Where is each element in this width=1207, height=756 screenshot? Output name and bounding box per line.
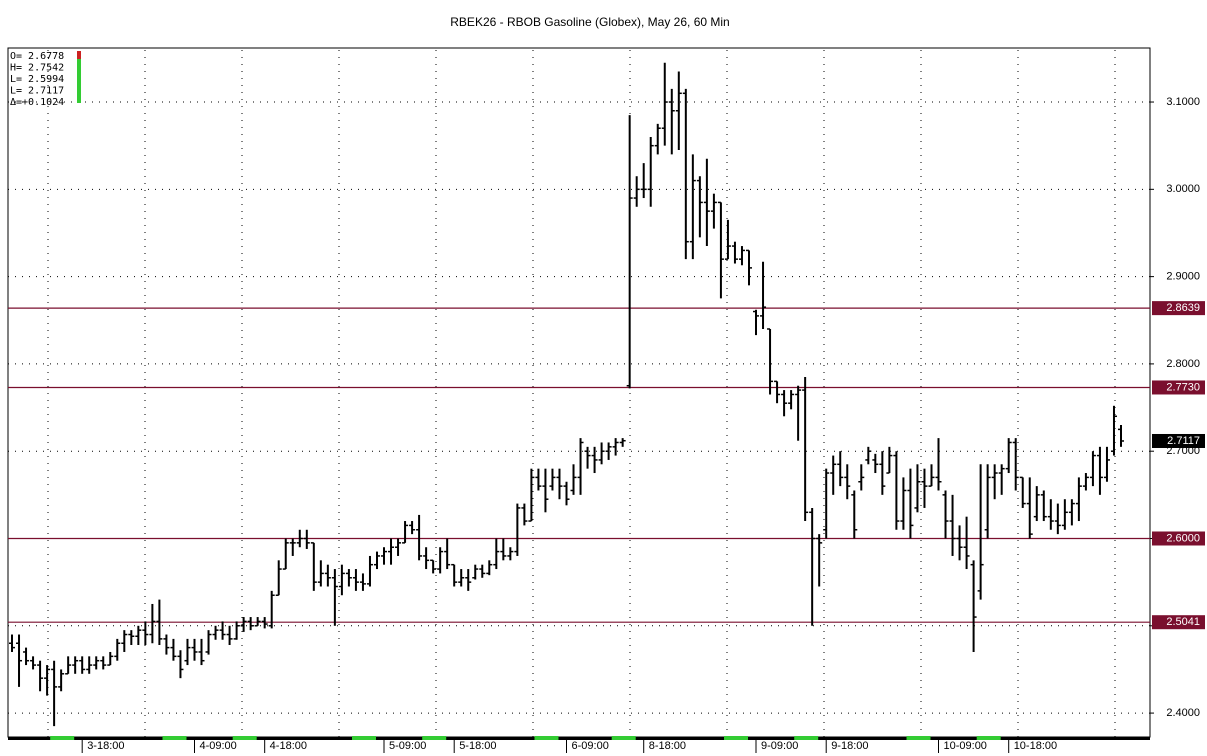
info-text: L= 2.7117 <box>10 86 64 97</box>
y-tick-label: 2.7000 <box>1166 445 1200 457</box>
level-box <box>1152 301 1205 316</box>
x-tick-label: 4-18:00 <box>270 740 307 752</box>
last-price-box <box>1152 433 1205 448</box>
level-box <box>1152 615 1205 630</box>
x-tick-label: 10-18:00 <box>1014 740 1057 752</box>
y-tick-label: 3.0000 <box>1166 183 1200 195</box>
session-mark <box>352 736 377 740</box>
session-mark <box>976 736 1001 740</box>
session-mark <box>232 736 257 740</box>
time-strip <box>8 737 1150 740</box>
x-tick-label: 5-18:00 <box>459 740 496 752</box>
session-mark <box>906 736 931 740</box>
session-mark <box>422 736 447 740</box>
session-mark <box>50 736 75 740</box>
info-text: H= 2.7542 <box>10 63 64 74</box>
level-label: 2.6000 <box>1166 532 1200 544</box>
x-tick-label: 9-09:00 <box>761 740 798 752</box>
x-tick-label: 6-09:00 <box>572 740 609 752</box>
info-text: L= 2.5994 <box>10 74 64 85</box>
x-tick-label: 9-18:00 <box>831 740 868 752</box>
info-strip-red <box>77 51 81 59</box>
y-tick-label: 2.9000 <box>1166 271 1200 283</box>
x-tick-label: 10-09:00 <box>944 740 987 752</box>
level-label: 2.7730 <box>1166 381 1200 393</box>
session-mark <box>724 736 749 740</box>
level-label: 2.8639 <box>1166 302 1200 314</box>
y-tick-label: 3.1000 <box>1166 96 1200 108</box>
info-text: Δ=+0.1024 <box>10 97 64 108</box>
x-tick-label: 3-18:00 <box>87 740 124 752</box>
info-strip-green <box>77 59 81 103</box>
x-tick-label: 4-09:00 <box>199 740 236 752</box>
level-box <box>1152 380 1205 395</box>
y-tick-label: 2.4000 <box>1166 707 1200 719</box>
level-box <box>1152 531 1205 546</box>
session-mark <box>162 736 187 740</box>
session-mark <box>534 736 559 740</box>
chart-title: RBEK26 - RBOB Gasoline (Globex), May 26,… <box>450 15 729 29</box>
session-mark <box>794 736 819 740</box>
x-tick-label: 8-18:00 <box>649 740 686 752</box>
x-tick-label: 5-09:00 <box>389 740 426 752</box>
level-label: 2.5041 <box>1166 616 1200 628</box>
session-mark <box>611 736 636 740</box>
last-price-label: 2.7117 <box>1167 435 1200 447</box>
y-tick-label: 2.8000 <box>1166 358 1200 370</box>
info-text: O= 2.6778 <box>10 51 64 62</box>
